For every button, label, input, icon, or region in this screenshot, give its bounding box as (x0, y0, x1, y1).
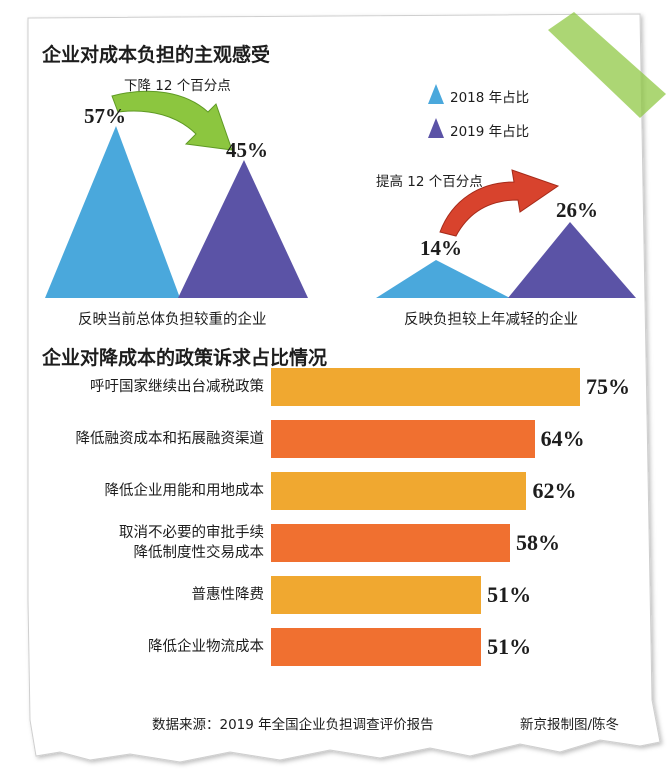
group1-2018-pct: 57% (84, 104, 126, 128)
triangle-group1-2019 (178, 160, 308, 298)
down-arrow-icon (111, 90, 233, 151)
bar-value-1: 64% (540, 426, 585, 451)
bar-value-2: 62% (532, 478, 577, 503)
bar-label-5: 降低企业物流成本 (148, 639, 264, 655)
bar-2 (271, 472, 527, 510)
section1-title: 企业对成本负担的主观感受 (42, 44, 271, 66)
bar-value-4: 51% (487, 582, 532, 607)
group2-2018-pct: 14% (420, 236, 462, 260)
credit-note: 新京报制图/陈冬 (520, 717, 620, 733)
bar-label-4: 普惠性降费 (191, 587, 265, 603)
triangle-group2-2019 (508, 222, 636, 298)
bar-3 (271, 524, 510, 562)
group1-change-note: 下降 12 个百分点 (124, 78, 231, 94)
up-arrow-icon (439, 169, 560, 237)
bar-1 (271, 420, 535, 458)
bar-label-3: 取消不必要的审批手续 降低制度性交易成本 (119, 525, 264, 561)
bar-5 (271, 628, 482, 666)
group2-change-note: 提高 12 个百分点 (376, 174, 483, 190)
bar-label-1: 降低融资成本和拓展融资渠道 (75, 431, 265, 447)
group2-2019-pct: 26% (556, 198, 598, 222)
triangle-group1-2018 (45, 126, 180, 298)
legend-2019-label: 2019 年占比 (450, 124, 530, 140)
group1-2019-pct: 45% (226, 138, 268, 162)
legend-2019-icon (428, 118, 444, 138)
bar-4 (271, 576, 482, 614)
source-note: 数据来源：2019 年全国企业负担调查评价报告 (152, 717, 434, 733)
group1-label: 反映当前总体负担较重的企业 (78, 312, 267, 328)
bar-value-0: 75% (586, 374, 630, 399)
section2-title: 企业对降成本的政策诉求占比情况 (42, 347, 328, 369)
bar-label-0: 呼吁国家继续出台减税政策 (90, 379, 264, 395)
bar-value-3: 58% (515, 530, 560, 555)
group2-label: 反映负担较上年减轻的企业 (404, 312, 578, 328)
bar-0 (271, 368, 580, 406)
triangle-group2-2018 (376, 260, 510, 298)
tape-strip (548, 12, 666, 118)
legend-2018-label: 2018 年占比 (450, 90, 530, 106)
bar-label-2: 降低企业用能和用地成本 (104, 483, 265, 499)
legend-2018-icon (428, 84, 444, 104)
bar-value-5: 51% (487, 634, 532, 659)
